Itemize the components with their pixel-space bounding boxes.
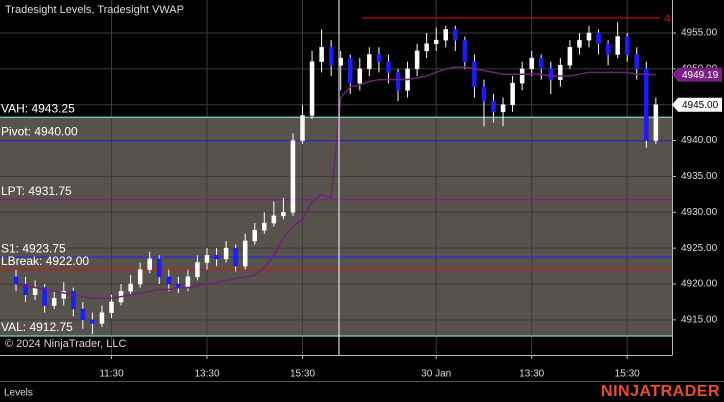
candle-body	[443, 29, 448, 41]
candle-body	[90, 319, 95, 324]
level-label: VAH: 4943.25	[1, 101, 75, 115]
candle-body	[539, 57, 544, 70]
level-label: VAL: 4912.75	[1, 320, 73, 334]
candle-body	[414, 50, 420, 70]
brand-logo: NINJATRADER	[601, 383, 720, 400]
x-tick-label: 15:30	[615, 369, 640, 380]
candle-body	[577, 39, 582, 48]
candle-body	[634, 54, 639, 70]
candle-body	[214, 255, 219, 260]
candle-body	[128, 283, 133, 292]
y-tick-label: 4955.00	[681, 28, 718, 39]
candle-body	[519, 68, 525, 84]
price-tag	[672, 67, 722, 82]
candle-body	[367, 54, 372, 70]
candle-body	[166, 276, 172, 285]
candle-body	[596, 32, 601, 44]
candle-body	[472, 61, 477, 88]
candle-body	[357, 68, 363, 84]
candle-body	[32, 287, 38, 296]
candle-body	[80, 308, 86, 321]
level-label: LBreak: 4922.00	[1, 254, 89, 268]
candle-body	[529, 57, 534, 70]
level-label: LPT: 4931.75	[1, 184, 72, 198]
level-label: Pivot: 4940.00	[1, 125, 78, 139]
candle-body	[653, 104, 659, 141]
price-tag-label: 4949.19	[682, 70, 719, 81]
candle-body	[424, 43, 429, 52]
x-tick-label: 11:30	[99, 369, 124, 380]
price-tag	[672, 97, 722, 112]
candle-body	[271, 215, 277, 224]
candle-body	[195, 262, 200, 278]
candle-body	[262, 222, 267, 231]
candle-body	[481, 86, 487, 102]
candle-body	[510, 82, 515, 105]
marker-label: 4	[664, 13, 670, 25]
vwap-line	[15, 66, 656, 300]
candle-body	[61, 290, 66, 299]
level-label: S1: 4923.75	[1, 241, 66, 255]
candle-body	[453, 29, 458, 41]
x-tick-label: 13:30	[194, 369, 219, 380]
candle-body	[242, 240, 248, 267]
copyright: © 2024 NinjaTrader, LLC	[5, 338, 126, 350]
x-tick-label: 30 Jan	[421, 369, 451, 380]
candle-body	[252, 229, 257, 242]
x-tick-label: 15:30	[290, 369, 315, 380]
candle-body	[71, 290, 76, 310]
y-tick-label: 4935.00	[681, 171, 718, 182]
candle-body	[586, 32, 592, 41]
candle-body	[185, 276, 191, 288]
candle-body	[376, 54, 382, 62]
candle-body	[204, 255, 210, 263]
candle-body	[500, 104, 506, 113]
candle-body	[615, 36, 620, 55]
y-tick-label: 4925.00	[681, 243, 718, 254]
candle-body	[491, 100, 496, 113]
candle-body	[348, 57, 353, 84]
candle-body	[99, 312, 105, 324]
candle-body	[567, 47, 573, 66]
candle-body	[328, 47, 334, 66]
y-tick-label: 4920.00	[681, 279, 718, 290]
y-tick-label: 4940.00	[681, 135, 718, 146]
candle-body	[290, 140, 296, 213]
candle-body	[558, 65, 563, 80]
price-tag-label: 4945.00	[682, 100, 719, 111]
candle-body	[157, 258, 162, 278]
candle-body	[51, 298, 57, 306]
chart-title: Tradesight Levels, Tradesight VWAP	[5, 4, 184, 16]
y-tick-label: 4930.00	[681, 207, 718, 218]
candle-body	[223, 247, 229, 260]
x-tick-label: 13:30	[519, 369, 544, 380]
y-tick-label: 4915.00	[681, 314, 718, 325]
candle-body	[281, 212, 286, 217]
candle-body	[137, 269, 143, 285]
candle-body	[319, 47, 324, 62]
candle-body	[309, 61, 315, 116]
candle-body	[395, 72, 401, 91]
candle-body	[13, 276, 19, 285]
candle-body	[300, 115, 305, 141]
candle-body	[147, 258, 152, 270]
candle-body	[624, 36, 630, 55]
candle-body	[23, 283, 28, 296]
candle-body	[605, 43, 611, 55]
candle-body	[644, 68, 649, 141]
candle-body	[548, 68, 554, 80]
candle-body	[462, 39, 468, 62]
candle-body	[233, 247, 238, 267]
candle-body	[109, 301, 114, 313]
candle-body	[433, 39, 439, 44]
panel-label: Levels	[4, 388, 33, 399]
candle-body	[386, 61, 391, 73]
candle-body	[42, 287, 47, 306]
